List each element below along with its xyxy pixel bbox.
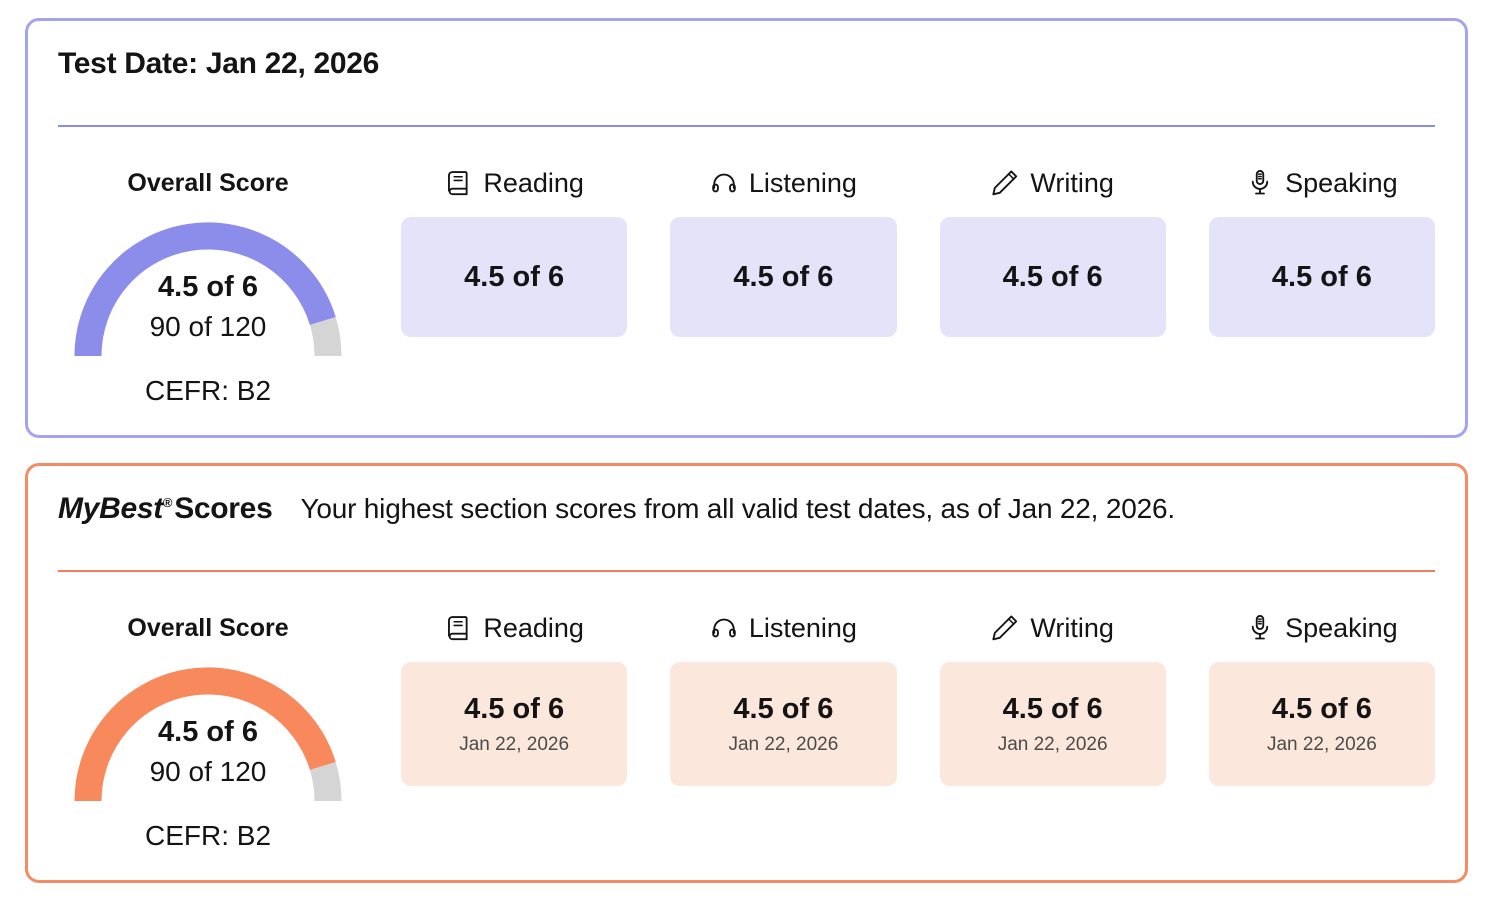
reading-label-row: Reading [401, 610, 627, 646]
listening-score-date: Jan 22, 2026 [728, 733, 839, 755]
section-speaking: Speaking 4.5 of 6 [1208, 165, 1435, 337]
section-writing: Writing 4.5 of 6 [939, 165, 1166, 337]
mybest-scores-card: MyBest® Scores Your highest section scor… [25, 463, 1468, 883]
section-label: Writing [1030, 612, 1114, 643]
section-label: Speaking [1285, 612, 1398, 643]
listening-score: 4.5 of 6 [733, 692, 834, 725]
overall-score-gauge: 4.5 of 6 90 of 120 [68, 209, 348, 359]
reading-score: 4.5 of 6 [464, 260, 565, 293]
mybest-title-rest: Scores [174, 492, 273, 525]
speaking-score-date: Jan 22, 2026 [1266, 733, 1377, 755]
overall-score-label: Overall Score [127, 169, 289, 197]
cefr-level: CEFR: B2 [144, 375, 272, 406]
gauge-arc [74, 667, 342, 802]
reading-score-box: 4.5 of 6 [401, 217, 628, 337]
gauge-arc [74, 222, 342, 357]
overall-score-label: Overall Score [127, 614, 289, 642]
test-score-row: Overall Score 4.5 of 6 90 of 120 CEFR: B… [58, 165, 1435, 407]
section-label: Reading [483, 612, 584, 643]
speaking-score-box: 4.5 of 6 Jan 22, 2026 [1208, 662, 1435, 786]
mybest-description: Your highest section scores from all val… [300, 493, 1175, 524]
section-label: Speaking [1285, 167, 1398, 198]
headphones-icon [712, 618, 736, 638]
overall-score-panel: Overall Score 4.5 of 6 90 of 120 CEFR: B… [58, 165, 358, 407]
section-speaking: Speaking 4.5 of 6 Jan 22, 2026 [1208, 610, 1435, 786]
book-icon [448, 616, 468, 641]
test-date-title: Test Date: Jan 22, 2026 [58, 47, 380, 80]
writing-score-box: 4.5 of 6 Jan 22, 2026 [939, 662, 1166, 786]
section-reading: Reading 4.5 of 6 [401, 165, 628, 337]
divider [58, 570, 1435, 572]
speaking-label-row: Speaking [1209, 165, 1435, 201]
registered-mark: ® [162, 495, 173, 510]
writing-score: 4.5 of 6 [1002, 692, 1103, 725]
writing-score-box: 4.5 of 6 [939, 217, 1166, 337]
reading-score: 4.5 of 6 [464, 692, 565, 725]
section-label: Writing [1030, 167, 1114, 198]
mybest-score-row: Overall Score 4.5 of 6 90 of 120 CEFR: B… [58, 610, 1435, 852]
listening-label-row: Listening [670, 165, 896, 201]
overall-points-value: 90 of 120 [149, 756, 267, 787]
speaking-score: 4.5 of 6 [1271, 260, 1372, 293]
overall-points-value: 90 of 120 [149, 311, 267, 342]
pencil-icon [992, 170, 1018, 196]
speaking-score: 4.5 of 6 [1271, 692, 1372, 725]
microphone-icon [1251, 615, 1269, 640]
reading-score-date: Jan 22, 2026 [459, 733, 570, 755]
speaking-score-box: 4.5 of 6 [1208, 217, 1435, 337]
section-label: Listening [748, 612, 857, 643]
test-date-card: Test Date: Jan 22, 2026 Overall Score 4.… [25, 18, 1468, 438]
mybest-brand-text: MyBest [58, 492, 163, 525]
book-icon [448, 171, 468, 196]
cefr-level: CEFR: B2 [144, 820, 272, 851]
headphones-icon [712, 173, 736, 193]
reading-label-row: Reading [401, 165, 627, 201]
overall-score-value: 4.5 of 6 [158, 716, 258, 748]
mybest-header: MyBest® Scores Your highest section scor… [58, 492, 1435, 528]
speaking-label-row: Speaking [1209, 610, 1435, 646]
overall-score-panel: Overall Score 4.5 of 6 90 of 120 CEFR: B… [58, 610, 358, 852]
reading-score-box: 4.5 of 6 Jan 22, 2026 [401, 662, 628, 786]
overall-score-value: 4.5 of 6 [158, 271, 258, 303]
writing-label-row: Writing [940, 610, 1166, 646]
test-date-header: Test Date: Jan 22, 2026 [58, 47, 1435, 83]
section-reading: Reading 4.5 of 6 Jan 22, 2026 [401, 610, 628, 786]
writing-label-row: Writing [940, 165, 1166, 201]
writing-score: 4.5 of 6 [1002, 260, 1103, 293]
listening-score: 4.5 of 6 [733, 260, 834, 293]
section-listening: Listening 4.5 of 6 [670, 165, 897, 337]
overall-score-gauge: 4.5 of 6 90 of 120 [68, 654, 348, 804]
listening-score-box: 4.5 of 6 [670, 217, 897, 337]
section-label: Reading [483, 167, 584, 198]
pencil-icon [992, 615, 1018, 641]
writing-score-date: Jan 22, 2026 [997, 733, 1108, 755]
microphone-icon [1251, 170, 1269, 195]
mybest-brand: MyBest® [58, 492, 174, 526]
section-writing: Writing 4.5 of 6 Jan 22, 2026 [939, 610, 1166, 786]
divider [58, 125, 1435, 127]
section-label: Listening [748, 167, 857, 198]
listening-score-box: 4.5 of 6 Jan 22, 2026 [670, 662, 897, 786]
section-listening: Listening 4.5 of 6 Jan 22, 2026 [670, 610, 897, 786]
listening-label-row: Listening [670, 610, 896, 646]
